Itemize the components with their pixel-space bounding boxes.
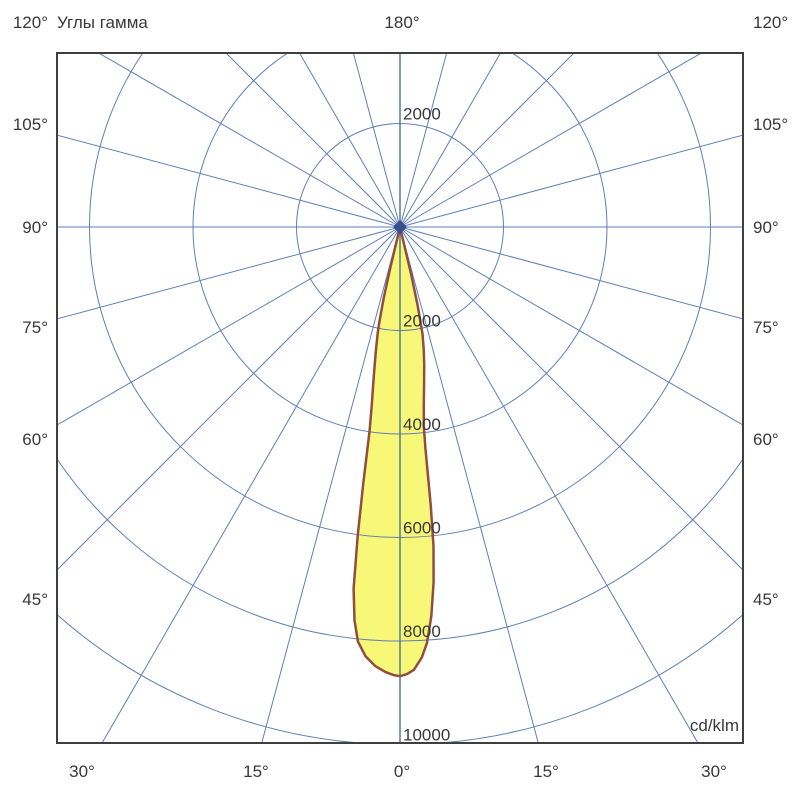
grid-ray (399, 54, 501, 228)
center-marker-icon (393, 220, 407, 234)
grid-ray (226, 54, 401, 228)
grid-ray (399, 54, 447, 228)
grid-ray (399, 54, 574, 228)
gamma-angle-label-right: 105° (753, 115, 788, 134)
bottom-angle-label: 15° (533, 762, 559, 781)
gamma-angle-label-left: 120° (13, 13, 48, 32)
bottom-angle-label: 15° (243, 762, 269, 781)
chart-title: Углы гамма (57, 13, 148, 32)
gamma-angle-label-left: 45° (22, 590, 48, 609)
radial-tick-label: 10000 (403, 726, 450, 745)
grid-ray (399, 226, 742, 320)
intensity-lobe-fill (353, 227, 434, 677)
axis-labels: 2000 4000 6000 8000 10000 2000 120° 120° 105° 105… (13, 13, 788, 781)
grid-ray (261, 226, 401, 742)
grid-ray (399, 226, 539, 742)
grid-ray (58, 226, 401, 570)
intensity-lobe-outline-path (352, 225, 435, 678)
gamma-angle-label-right: 120° (753, 13, 788, 32)
gamma-angle-label-left: 105° (13, 115, 48, 134)
grid-ray (399, 226, 742, 426)
radial-tick-label: 4000 (403, 415, 441, 434)
grid-ray (353, 54, 401, 228)
grid-ray (399, 226, 742, 570)
grid-ray (99, 54, 401, 228)
radial-tick-label: 8000 (403, 622, 441, 641)
bottom-angle-label: 30° (701, 762, 727, 781)
grid-ray (58, 226, 401, 426)
intensity-lobe (353, 227, 434, 677)
units-label: cd/klm (690, 716, 739, 735)
plot-frame (56, 52, 744, 744)
grid-ray (399, 134, 742, 228)
gamma-angle-label-right: 90° (753, 218, 779, 237)
grid-ray (299, 54, 401, 228)
radial-tick-label-top: 2000 (403, 105, 441, 124)
gamma-angle-label-right: 45° (753, 590, 779, 609)
grid-ray (102, 226, 401, 742)
radial-tick-label: 2000 (403, 312, 441, 331)
gamma-angle-label-left: 60° (22, 430, 48, 449)
intensity-lobe-outline (352, 225, 435, 678)
bottom-angle-label: 0° (394, 762, 410, 781)
gamma-angle-label-left: 75° (22, 318, 48, 337)
grid-ray (58, 226, 401, 320)
grid-ray (399, 54, 701, 228)
gamma-angle-label-right: 60° (753, 430, 779, 449)
top-angle-label: 180° (384, 13, 419, 32)
gamma-angle-label-left: 90° (22, 218, 48, 237)
gamma-angle-label-right: 75° (753, 318, 779, 337)
grid-ray (58, 134, 401, 228)
grid-ray (399, 226, 698, 742)
bottom-angle-label: 30° (69, 762, 95, 781)
radial-tick-label: 6000 (403, 519, 441, 538)
